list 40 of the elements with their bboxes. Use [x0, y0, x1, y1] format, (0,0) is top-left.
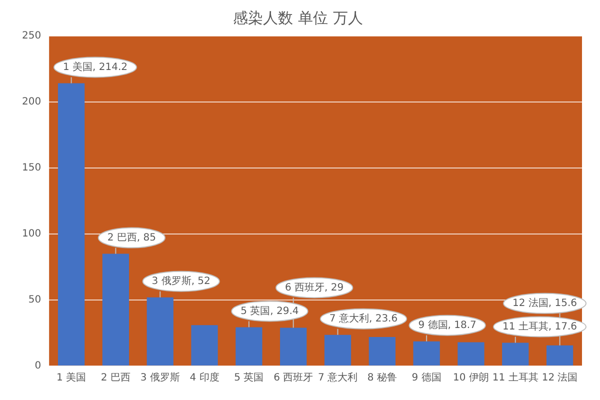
y-tick-label: 0 — [34, 360, 42, 372]
bar — [102, 254, 130, 366]
y-tick-label: 150 — [22, 162, 42, 174]
data-label: 2 巴西, 85 — [107, 232, 156, 244]
data-label: 6 西班牙, 29 — [285, 281, 344, 294]
x-tick-label: 4 印度 — [190, 372, 220, 384]
y-tick-label: 250 — [22, 30, 42, 42]
x-tick-label: 10 伊朗 — [453, 372, 489, 384]
data-label: 5 英国, 29.4 — [240, 304, 299, 317]
data-label: 11 土耳其, 17.6 — [502, 320, 577, 332]
x-tick-label: 9 德国 — [412, 372, 442, 384]
bar — [324, 334, 352, 366]
x-tick-label: 7 意大利 — [318, 372, 358, 384]
bar — [502, 342, 529, 366]
bar — [191, 325, 218, 366]
bar — [280, 328, 307, 366]
x-tick-label: 6 西班牙 — [274, 372, 314, 384]
data-label: 9 德国, 18.7 — [418, 320, 476, 331]
bar — [546, 345, 574, 366]
data-label: 12 法国, 15.6 — [512, 297, 577, 309]
y-tick-label: 50 — [28, 294, 42, 306]
chart-title: 感染人数 单位 万人 — [233, 8, 363, 27]
data-label: 3 俄罗斯, 52 — [152, 274, 210, 287]
y-tick-label: 100 — [22, 228, 42, 240]
x-tick-label: 5 英国 — [234, 372, 264, 384]
y-tick-label: 200 — [22, 96, 42, 108]
bar — [236, 327, 262, 366]
bar — [458, 342, 484, 366]
x-tick-label: 8 秘鲁 — [367, 372, 397, 384]
bar — [146, 297, 174, 366]
data-label: 1 美国, 214.2 — [62, 60, 128, 73]
bar — [368, 336, 396, 366]
x-tick-label: 11 土耳其 — [492, 372, 538, 384]
x-tick-label: 12 法国 — [542, 372, 578, 384]
bar — [58, 83, 85, 366]
data-label: 7 意大利, 23.6 — [329, 312, 398, 324]
x-tick-label: 1 美国 — [56, 372, 86, 384]
x-tick-label: 2 巴西 — [100, 372, 130, 384]
x-tick-label: 3 俄罗斯 — [140, 372, 180, 384]
bar — [413, 341, 440, 366]
